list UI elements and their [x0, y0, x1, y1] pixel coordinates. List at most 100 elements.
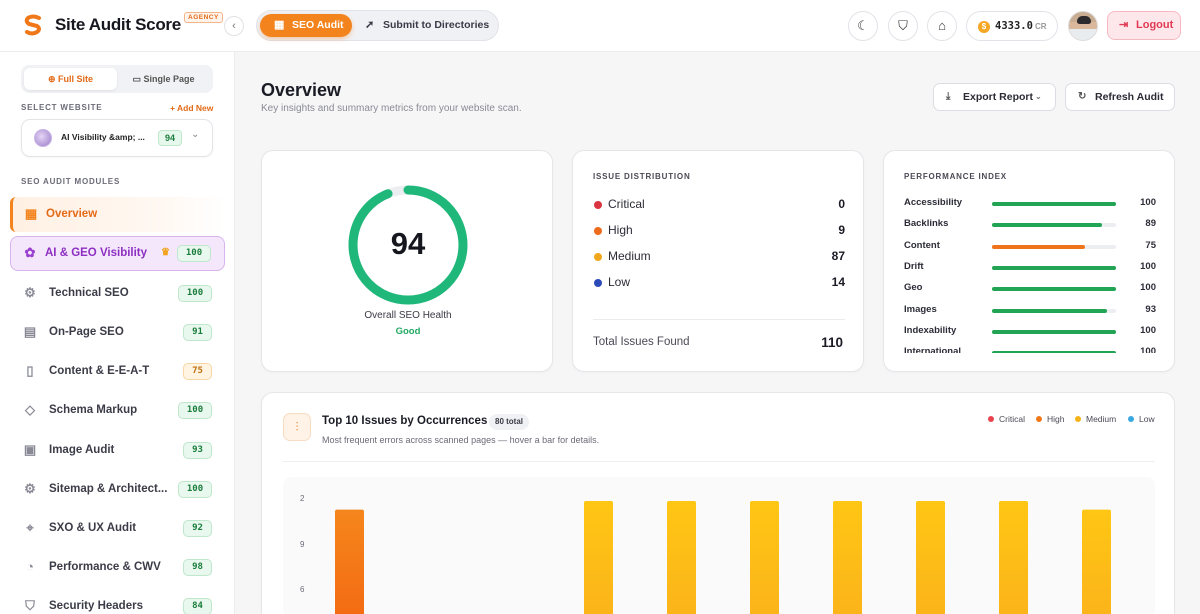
book-icon: ▯ [26, 363, 34, 378]
brain-icon: ✿ [24, 245, 36, 260]
chart-bar[interactable] [750, 501, 779, 614]
chart-bar[interactable] [833, 501, 862, 614]
tab-submit-directories[interactable]: ➚ Submit to Directories [357, 14, 495, 37]
sidebar-item-schema-markup[interactable]: ◇ Schema Markup 100 [10, 393, 225, 428]
score-badge: 92 [183, 520, 212, 537]
app-brand[interactable]: Site Audit Score [55, 15, 181, 34]
score-badge: 93 [183, 442, 212, 459]
score-badge: 84 [183, 598, 212, 614]
collapse-sidebar-button[interactable]: ‹ [224, 16, 244, 36]
logout-button[interactable]: ⇥ Logout [1107, 11, 1181, 40]
cursor-icon: ⌖ [26, 520, 34, 535]
sidebar-item-sxo-ux[interactable]: ⌖ SXO & UX Audit 92 [10, 511, 225, 546]
chart-bar[interactable] [667, 501, 696, 614]
y-tick-label: 2 [300, 494, 305, 503]
issue-value: 9 [838, 223, 845, 237]
website-name: AI Visibility &amp; ... [61, 132, 145, 142]
home-icon[interactable]: ⌂ [927, 11, 957, 41]
performance-list[interactable]: Accessibility 100 Backlinks 89 Content 75 Drif… [904, 193, 1156, 353]
sidebar-item-technical-seo[interactable]: ⚙ Technical SEO 100 [10, 276, 225, 311]
sidebar-item-content-eeat[interactable]: ▯ Content & E-E-A-T 75 [10, 354, 225, 389]
performance-bar-track [992, 308, 1116, 313]
sidebar-item-label: AI & GEO Visibility [45, 247, 148, 259]
high-dot-icon [1036, 416, 1042, 422]
brand-logo-icon[interactable] [24, 14, 44, 36]
chart-bar[interactable] [999, 501, 1028, 614]
issue-label: High [608, 223, 633, 237]
refresh-audit-button[interactable]: ↻ Refresh Audit [1065, 83, 1175, 111]
dashboard-icon: ▦ [24, 206, 38, 221]
mode-switch: ▦ SEO Audit ➚ Submit to Directories [256, 10, 499, 41]
performance-bar-track [992, 244, 1116, 249]
legend-label: High [1047, 414, 1065, 424]
scope-switch: ⊕ Full Site ▭ Single Page [21, 65, 213, 93]
y-tick-label: 6 [300, 585, 305, 594]
website-score-badge: 94 [158, 130, 182, 146]
sidebar: ⊕ Full Site ▭ Single Page SELECT WEBSITE… [0, 52, 235, 614]
top-issues-card: ⫶ Top 10 Issues by Occurrences 80 total … [261, 392, 1175, 614]
crown-icon: ♛ [161, 247, 170, 258]
sidebar-item-image-audit[interactable]: ▣ Image Audit 93 [10, 433, 225, 468]
score-badge: 100 [177, 245, 211, 262]
legend-high[interactable]: High [1036, 414, 1064, 424]
credits-display[interactable]: $ 4333.0 CR [966, 11, 1058, 41]
tab-single-page-label: Single Page [143, 74, 195, 84]
shield-icon: ⛉ [25, 598, 35, 613]
performance-row: Geo 100 [904, 282, 1156, 296]
select-website-label: SELECT WEBSITE [21, 103, 103, 112]
tab-seo-audit-label: SEO Audit [292, 19, 344, 31]
add-new-link[interactable]: + Add New [170, 103, 214, 113]
sidebar-item-overview[interactable]: ▦ Overview [10, 197, 225, 232]
sidebar-item-ai-geo[interactable]: ✿ AI & GEO Visibility ♛ 100 [10, 236, 225, 271]
chart-bar[interactable] [335, 509, 364, 614]
performance-value: 93 [1145, 303, 1156, 315]
performance-bar-fill [992, 223, 1103, 228]
total-issues-value: 110 [821, 335, 843, 350]
legend-critical[interactable]: Critical [988, 414, 1025, 424]
tab-seo-audit[interactable]: ▦ SEO Audit [260, 14, 352, 37]
sidebar-item-performance-cwv[interactable]: ◔ Performance & CWV 98 [10, 550, 225, 585]
page-title: Overview [261, 80, 342, 100]
seo-health-status: Good [395, 326, 421, 337]
performance-bar-fill [992, 351, 1116, 353]
score-badge: 91 [183, 324, 212, 341]
issue-label: Low [608, 275, 631, 289]
performance-index-heading: PERFORMANCE INDEX [904, 172, 1007, 181]
performance-label: Drift [904, 260, 924, 272]
gauge-icon: ◔ [26, 559, 34, 574]
sidebar-item-sitemap[interactable]: ⚙ Sitemap & Architect... 100 [10, 472, 225, 507]
chart-bar[interactable] [1082, 509, 1111, 614]
tab-full-site[interactable]: ⊕ Full Site [24, 68, 117, 90]
score-badge: 75 [183, 363, 212, 380]
export-report-button[interactable]: ⤓ Export Report ⌄ [933, 83, 1056, 111]
performance-bar-track [992, 223, 1116, 228]
divider [283, 461, 1155, 462]
score-badge: 100 [178, 402, 212, 419]
legend-low[interactable]: Low [1128, 414, 1155, 424]
issue-label: Critical [608, 197, 645, 211]
performance-label: Geo [904, 282, 923, 294]
chart-bar[interactable] [916, 501, 945, 614]
dark-mode-toggle-icon[interactable]: ☾ [848, 11, 878, 41]
chart-bar[interactable] [584, 501, 613, 614]
sidebar-item-label: SXO & UX Audit [49, 522, 137, 534]
notification-shield-icon[interactable]: ⛉ [888, 11, 918, 41]
issue-row-critical: Critical 0 [593, 197, 845, 215]
sidebar-item-security-headers[interactable]: ⛉ Security Headers 84 [10, 589, 225, 614]
performance-bar-fill [992, 329, 1116, 334]
avatar[interactable] [1068, 11, 1098, 41]
sidebar-item-label: Schema Markup [49, 404, 138, 416]
credits-unit: CR [1035, 22, 1047, 31]
page-icon: ▭ [132, 74, 141, 84]
credits-value: 4333.0 [995, 20, 1033, 32]
performance-value: 89 [1145, 218, 1156, 230]
total-issues-label: Total Issues Found [593, 336, 690, 348]
issue-distribution-heading: ISSUE DISTRIBUTION [593, 172, 691, 181]
performance-bar-track [992, 329, 1116, 334]
sidebar-item-on-page-seo[interactable]: ▤ On-Page SEO 91 [10, 315, 225, 350]
sidebar-item-label: Performance & CWV [49, 561, 161, 573]
website-select[interactable]: AI Visibility &amp; ... 94 ⌄ [21, 119, 213, 157]
legend-medium[interactable]: Medium [1075, 414, 1116, 424]
sidebar-item-label: Content & E-E-A-T [49, 365, 150, 377]
tab-single-page[interactable]: ▭ Single Page [117, 68, 210, 90]
